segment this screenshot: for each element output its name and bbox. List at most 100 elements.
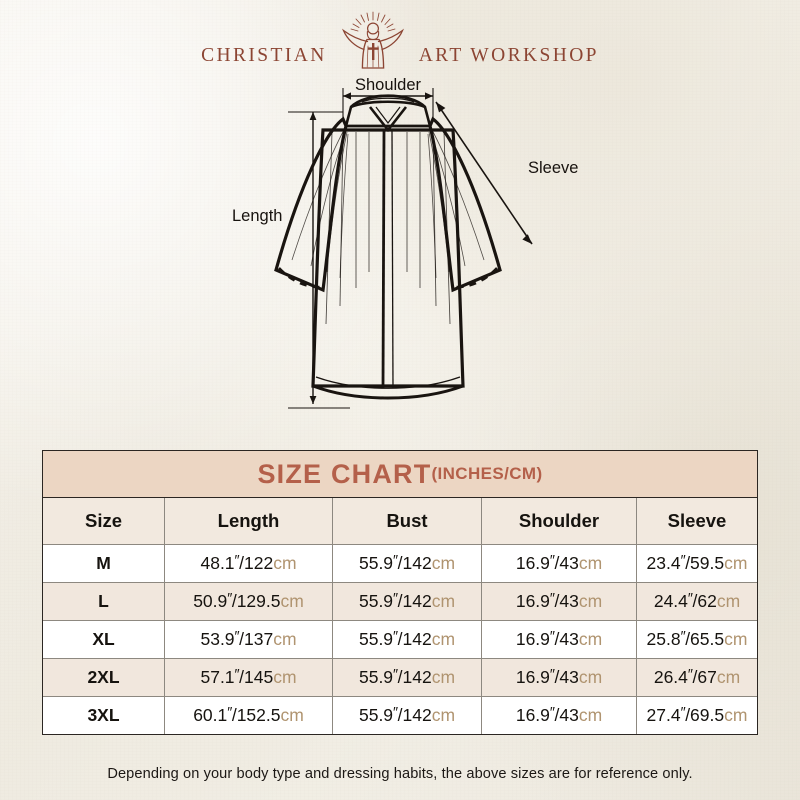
value-inches: 60.1 bbox=[193, 705, 228, 725]
table-row: M 48.1″/122cm 55.9″/142cm 16.9″/43cm 23.… bbox=[43, 544, 757, 583]
value-inches: 16.9 bbox=[515, 629, 550, 649]
cell-length: 60.1″/152.5cm bbox=[164, 696, 333, 734]
value-inches: 26.4 bbox=[653, 667, 688, 687]
table-body: M 48.1″/122cm 55.9″/142cm 16.9″/43cm 23.… bbox=[43, 544, 757, 734]
unit-cm: cm bbox=[578, 591, 603, 611]
inch-mark: ″ bbox=[393, 552, 398, 569]
cell-length: 50.9″/129.5cm bbox=[164, 582, 333, 621]
inch-mark: ″ bbox=[393, 590, 398, 607]
unit-cm: cm bbox=[280, 705, 304, 725]
unit-cm: cm bbox=[431, 629, 456, 649]
front-placket bbox=[381, 129, 386, 389]
brand-name-right: ART WORKSHOP bbox=[418, 45, 599, 66]
unit-cm: cm bbox=[578, 705, 603, 725]
value-cm: /43 bbox=[554, 667, 579, 687]
value-inches: 55.9 bbox=[358, 705, 394, 725]
value-cm: /142 bbox=[397, 629, 432, 649]
value-inches: 55.9 bbox=[358, 553, 394, 573]
unit-cm: cm bbox=[578, 553, 603, 573]
unit-cm: cm bbox=[724, 705, 748, 725]
unit-cm: cm bbox=[716, 591, 741, 611]
cell-sleeve: 26.4″/67cm bbox=[636, 658, 757, 697]
right-cuff-stitching bbox=[453, 267, 498, 289]
value-inches: 27.4 bbox=[646, 705, 681, 725]
value-inches: 16.9 bbox=[515, 705, 550, 725]
robe-hem-inner bbox=[315, 376, 461, 389]
unit-cm: cm bbox=[431, 705, 456, 725]
unit-cm: cm bbox=[273, 667, 297, 687]
inch-mark: ″ bbox=[234, 666, 240, 683]
cell-bust: 55.9″/142cm bbox=[332, 658, 482, 697]
column-header-shoulder: Shoulder bbox=[481, 498, 637, 545]
v-neckline bbox=[368, 106, 408, 133]
cell-size: L bbox=[43, 582, 165, 621]
unit-cm: cm bbox=[431, 667, 456, 687]
value-cm: /43 bbox=[554, 553, 579, 573]
cell-shoulder: 16.9″/43cm bbox=[481, 544, 637, 583]
inch-mark: ″ bbox=[680, 628, 686, 645]
inch-mark: ″ bbox=[227, 704, 232, 721]
left-sleeve-drape-lines bbox=[291, 127, 349, 279]
shoulder-label: Shoulder bbox=[355, 76, 422, 94]
cell-sleeve: 24.4″/62cm bbox=[636, 582, 757, 621]
size-chart-units: (INCHES/CM) bbox=[431, 464, 543, 483]
cell-length: 53.9″/137cm bbox=[164, 620, 333, 659]
right-sleeve-drape-lines bbox=[427, 127, 485, 279]
inch-mark: ″ bbox=[680, 704, 686, 721]
cell-size: M bbox=[43, 544, 165, 583]
inch-mark: ″ bbox=[227, 590, 232, 607]
inch-mark: ″ bbox=[549, 552, 555, 569]
inch-mark: ″ bbox=[393, 704, 398, 721]
left-cuff-stitching bbox=[278, 267, 323, 289]
column-header-bust: Bust bbox=[332, 498, 482, 545]
value-cm: /145 bbox=[239, 667, 274, 687]
value-inches: 50.9 bbox=[193, 591, 228, 611]
inch-mark: ″ bbox=[549, 704, 555, 721]
value-cm: /122 bbox=[239, 553, 274, 573]
value-cm: /129.5 bbox=[231, 591, 281, 611]
inch-mark: ″ bbox=[393, 666, 398, 683]
measurements-table: Size Length Bust Shoulder Sleeve M 48.1″… bbox=[43, 498, 757, 734]
value-cm: /137 bbox=[239, 629, 274, 649]
value-cm: /43 bbox=[554, 629, 579, 649]
collar bbox=[350, 94, 426, 109]
value-inches: 16.9 bbox=[515, 667, 550, 687]
value-cm: /69.5 bbox=[685, 705, 725, 725]
inch-mark: ″ bbox=[234, 628, 240, 645]
column-header-length: Length bbox=[164, 498, 333, 545]
robe-drape-lines bbox=[325, 131, 451, 325]
value-cm: /142 bbox=[397, 591, 432, 611]
value-cm: /43 bbox=[554, 591, 579, 611]
unit-cm: cm bbox=[431, 591, 456, 611]
inch-mark: ″ bbox=[549, 666, 555, 683]
table-row: XL 53.9″/137cm 55.9″/142cm 16.9″/43cm 25… bbox=[43, 620, 757, 659]
cell-bust: 55.9″/142cm bbox=[332, 696, 482, 734]
value-cm: /62 bbox=[692, 591, 717, 611]
unit-cm: cm bbox=[280, 591, 304, 611]
inch-mark: ″ bbox=[549, 590, 555, 607]
risen-christ-with-cross-emblem bbox=[341, 11, 404, 69]
length-label: Length bbox=[232, 207, 282, 225]
cell-sleeve: 23.4″/59.5cm bbox=[636, 544, 757, 583]
inch-mark: ″ bbox=[234, 552, 240, 569]
cell-shoulder: 16.9″/43cm bbox=[481, 696, 637, 734]
inch-mark: ″ bbox=[393, 628, 398, 645]
sleeve-dimension-arrow bbox=[435, 101, 533, 245]
table-row: 3XL 60.1″/152.5cm 55.9″/142cm 16.9″/43cm… bbox=[43, 696, 757, 734]
table-header-row: Size Length Bust Shoulder Sleeve bbox=[43, 498, 757, 545]
unit-cm: cm bbox=[578, 667, 603, 687]
value-inches: 55.9 bbox=[358, 629, 394, 649]
cell-bust: 55.9″/142cm bbox=[332, 582, 482, 621]
size-chart-title: SIZE CHART bbox=[257, 458, 432, 489]
size-chart-title-bar: SIZE CHART (INCHES/CM) bbox=[43, 451, 757, 498]
cell-size: 3XL bbox=[43, 696, 165, 734]
unit-cm: cm bbox=[724, 629, 748, 649]
unit-cm: cm bbox=[273, 553, 297, 573]
value-cm: /43 bbox=[554, 705, 579, 725]
table-row: 2XL 57.1″/145cm 55.9″/142cm 16.9″/43cm 2… bbox=[43, 658, 757, 697]
sleeve-label: Sleeve bbox=[528, 159, 578, 177]
cell-shoulder: 16.9″/43cm bbox=[481, 582, 637, 621]
column-header-size: Size bbox=[43, 498, 165, 545]
cell-length: 48.1″/122cm bbox=[164, 544, 333, 583]
value-cm: /59.5 bbox=[685, 553, 725, 573]
